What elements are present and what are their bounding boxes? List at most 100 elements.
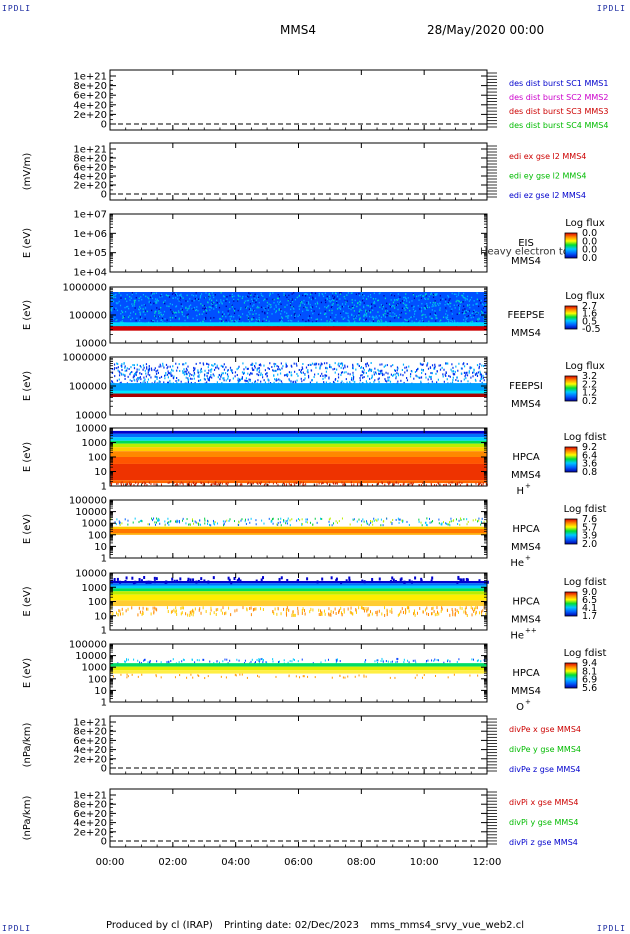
spectrogram-pixel xyxy=(339,305,341,308)
spectrogram-pixel xyxy=(290,380,292,383)
spectrogram-pixel xyxy=(302,675,304,678)
spectrogram-pixel xyxy=(451,363,453,366)
spacecraft-label: MMS4 xyxy=(511,614,541,625)
spectrogram-band xyxy=(110,437,487,441)
y-tick-label: 0 xyxy=(101,837,107,848)
spectrogram-pixel xyxy=(223,313,225,315)
spectrogram-pixel xyxy=(194,367,196,370)
spectrogram-pixel xyxy=(477,520,479,523)
spectrogram-pixel xyxy=(237,298,239,301)
spectrogram-pixel xyxy=(117,369,119,372)
spectrogram-pixel xyxy=(139,306,141,308)
spectrogram-pixel xyxy=(120,482,122,485)
spectrogram-pixel xyxy=(359,377,361,380)
colorbar-title: Log fdist xyxy=(564,577,607,588)
spectrogram-pixel xyxy=(416,369,418,372)
spectrogram-pixel xyxy=(322,377,324,380)
spectrogram-pixel xyxy=(446,316,449,319)
spectrogram-pixel xyxy=(186,315,189,317)
legend-entry: edi ez gse l2 MMS4 xyxy=(509,191,586,200)
spectrogram-pixel xyxy=(221,315,224,318)
spectrogram-pixel xyxy=(297,518,299,521)
spectrogram-pixel xyxy=(132,376,134,379)
spectrogram-pixel xyxy=(131,293,133,296)
spectrogram-pixel xyxy=(149,659,151,662)
spectrogram-pixel xyxy=(462,309,464,311)
spectrogram-pixel xyxy=(257,367,259,370)
spectrogram-pixel xyxy=(390,373,393,376)
spectrogram-pixel xyxy=(470,316,472,319)
spectrogram-pixel xyxy=(197,309,199,312)
spectrogram-pixel xyxy=(229,315,231,318)
spectrogram-pixel xyxy=(201,313,203,315)
spectrogram-pixel xyxy=(176,521,178,524)
spectrogram-pixel xyxy=(249,303,252,305)
spectrogram-pixel xyxy=(291,660,293,663)
spectrogram-pixel xyxy=(343,482,345,485)
spectrogram-pixel xyxy=(454,608,456,612)
spectrogram-pixel xyxy=(131,371,133,374)
spectrogram-pixel xyxy=(336,660,338,663)
spectrogram-pixel xyxy=(307,376,310,379)
spectrogram-pixel xyxy=(235,674,237,677)
spectrogram-pixel xyxy=(437,482,439,485)
y-tick-label: 2e+20 xyxy=(73,181,107,192)
spectrogram-pixel xyxy=(286,522,288,525)
spectrogram-pixel xyxy=(154,310,157,313)
colorbar-tick-label: 2.2 xyxy=(582,379,597,390)
spectrogram-pixel xyxy=(403,381,405,384)
spectrogram-pixel xyxy=(358,518,360,521)
spectrogram-pixel xyxy=(426,304,428,307)
spectrogram-pixel xyxy=(352,379,354,382)
spectrogram-pixel xyxy=(121,363,123,366)
spectrogram-pixel xyxy=(266,301,269,304)
spectrogram-pixel xyxy=(348,320,350,322)
spectrogram-pixel xyxy=(203,658,205,661)
spectrogram-pixel xyxy=(429,313,431,315)
spectrogram-pixel xyxy=(376,610,378,614)
spectrogram-pixel xyxy=(390,661,392,664)
spectrogram-pixel xyxy=(189,523,191,526)
spectrogram-pixel xyxy=(307,364,309,367)
spectrogram-pixel xyxy=(358,292,360,295)
spectrogram-pixel xyxy=(217,376,219,379)
spectrogram-pixel xyxy=(204,307,207,309)
spectrogram-pixel xyxy=(203,377,205,380)
spectrogram-pixel xyxy=(380,518,382,521)
spectrogram-pixel xyxy=(452,376,454,379)
spectrogram-pixel xyxy=(301,380,303,383)
spectrogram-pixel xyxy=(210,524,212,527)
spectrogram-pixel xyxy=(233,577,236,581)
spectrogram-pixel xyxy=(426,363,428,366)
spectrogram-pixel xyxy=(363,302,365,304)
spectrogram-pixel xyxy=(285,608,287,612)
spectrogram-pixel xyxy=(471,658,473,661)
spectrogram-pixel xyxy=(242,362,244,365)
spectrogram-pixel xyxy=(202,307,204,310)
spectrogram-pixel xyxy=(482,609,484,613)
spectrogram-pixel xyxy=(353,304,355,306)
spectrogram-pixel xyxy=(389,676,391,679)
spectrogram-pixel xyxy=(207,366,209,369)
x-tick-label: 02:00 xyxy=(158,857,187,868)
spectrogram-pixel xyxy=(121,366,123,369)
spectrogram-pixel xyxy=(386,517,388,520)
spectrogram-pixel xyxy=(186,369,188,372)
spectrogram-pixel xyxy=(299,301,302,303)
y-tick-label: 6e+20 xyxy=(73,91,107,102)
spectrogram-pixel xyxy=(178,318,180,321)
spectrogram-pixel xyxy=(463,378,465,381)
spectrogram-pixel xyxy=(461,312,463,314)
spectrogram-pixel xyxy=(361,374,363,377)
spectrogram-pixel xyxy=(286,304,288,306)
spectrogram-pixel xyxy=(468,371,470,374)
spectrogram-pixel xyxy=(112,675,114,678)
spectrogram-pixel xyxy=(432,296,435,299)
spectrogram-pixel xyxy=(208,298,211,301)
spectrogram-pixel xyxy=(164,302,166,305)
spectrogram-pixel xyxy=(253,317,255,319)
spectrogram-pixel xyxy=(336,481,338,484)
spectrogram-pixel xyxy=(247,518,249,521)
spectrogram-pixel xyxy=(174,294,177,296)
spectrogram-pixel xyxy=(131,576,134,580)
